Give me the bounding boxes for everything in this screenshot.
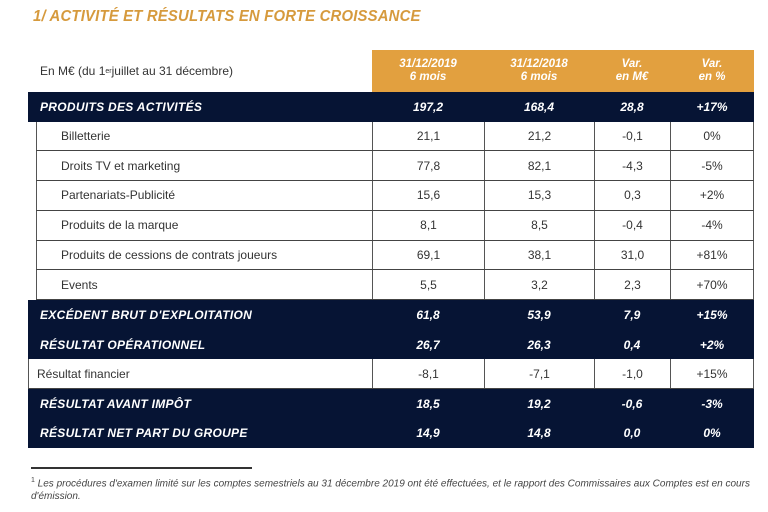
value-2019: 18,5: [416, 396, 440, 411]
section-title: 1/ ACTIVITÉ ET RÉSULTATS EN FORTE CROISS…: [33, 8, 421, 25]
value-2019: 77,8: [372, 151, 484, 181]
value-var-meur: 0,0: [623, 426, 641, 441]
value-var-pct: +2%: [670, 181, 754, 210]
value-var-pct: +70%: [670, 270, 754, 300]
value-2019: 8,1: [372, 210, 484, 240]
results-table: En M€ (du 1 er juillet au 31 décembre) 31…: [28, 50, 754, 449]
value-2018: 19,2: [527, 396, 551, 411]
row-label: Billetterie: [36, 121, 372, 151]
row-label: PRODUITS DES ACTIVITÉS: [40, 99, 203, 114]
value-2018: 53,9: [527, 308, 551, 323]
footnote-text: Les procédures d'examen limité sur les c…: [31, 478, 750, 503]
row-label: RÉSULTAT NET PART DU GROUPE: [40, 426, 248, 441]
value-2019: 69,1: [372, 240, 484, 270]
row-label: Partenariats-Publicité: [36, 181, 372, 210]
value-2019: 14,9: [416, 426, 440, 441]
value-var-pct: 0%: [670, 121, 754, 151]
table-row: RÉSULTAT NET PART DU GROUPE 14,9 14,8 0,0 0%: [28, 418, 754, 449]
column-header-line: 6 mois: [409, 71, 447, 83]
value-var-meur: 2,3: [594, 270, 670, 300]
value-2019: 15,6: [372, 181, 484, 210]
value-2018: 26,3: [527, 337, 551, 352]
value-2019: 26,7: [416, 337, 440, 352]
table-row: PRODUITS DES ACTIVITÉS 197,2 168,4 28,8 +17%: [28, 92, 754, 122]
value-var-meur: -1,0: [594, 359, 670, 389]
unit-label-sup: er: [105, 67, 112, 75]
footnote-divider: [31, 467, 252, 469]
value-2019: -8,1: [372, 359, 484, 389]
table-row: Events 5,5 3,2 2,3 +70%: [36, 270, 754, 301]
table-row: Produits de cessions de contrats joueurs…: [36, 240, 754, 271]
value-var-pct: +2%: [699, 337, 725, 352]
unit-label: En M€ (du 1 er juillet au 31 décembre): [28, 50, 372, 92]
value-var-meur: -0,6: [621, 396, 643, 411]
footnote-marker: 1: [31, 477, 35, 484]
row-label: Droits TV et marketing: [36, 151, 372, 181]
value-2018: 15,3: [484, 181, 594, 210]
column-header-2018: 31/12/2018 6 mois: [484, 50, 594, 92]
value-2019: 5,5: [372, 270, 484, 300]
value-var-pct: -4%: [670, 210, 754, 240]
value-var-pct: +15%: [670, 359, 754, 389]
value-2018: 8,5: [484, 210, 594, 240]
column-header-var-pct: Var. en %: [670, 50, 754, 92]
value-var-meur: -4,3: [594, 151, 670, 181]
value-2018: 3,2: [484, 270, 594, 300]
value-var-meur: 28,8: [620, 99, 644, 114]
value-2019: 21,1: [372, 121, 484, 151]
value-var-meur: -0,4: [594, 210, 670, 240]
value-2018: 168,4: [523, 99, 555, 114]
table-row: Billetterie 21,1 21,2 -0,1 0%: [36, 121, 754, 152]
table-row: Résultat financier -8,1 -7,1 -1,0 +15%: [28, 359, 754, 390]
value-2018: 38,1: [484, 240, 594, 270]
row-label: EXCÉDENT BRUT D'EXPLOITATION: [40, 308, 253, 323]
value-2018: 21,2: [484, 121, 594, 151]
column-header-var-meur: Var. en M€: [594, 50, 670, 92]
value-2018: 82,1: [484, 151, 594, 181]
row-label: Events: [36, 270, 372, 300]
value-var-meur: 0,3: [594, 181, 670, 210]
table-body: PRODUITS DES ACTIVITÉS 197,2 168,4 28,8 +17%…: [28, 92, 754, 449]
row-label: Produits de la marque: [36, 210, 372, 240]
value-var-pct: +81%: [670, 240, 754, 270]
value-var-pct: -5%: [670, 151, 754, 181]
value-var-pct: +17%: [696, 99, 728, 114]
unit-label-text: En M€ (du 1: [40, 64, 106, 78]
column-header-line: Var.: [701, 58, 723, 70]
footnote: 1 Les procédures d'examen limité sur les…: [31, 474, 761, 503]
value-var-meur: 7,9: [623, 308, 641, 323]
value-var-pct: 0%: [703, 426, 721, 441]
table-row: Droits TV et marketing 77,8 82,1 -4,3 -5%: [36, 151, 754, 182]
value-var-meur: 31,0: [594, 240, 670, 270]
table-row: RÉSULTAT AVANT IMPÔT 18,5 19,2 -0,6 -3%: [28, 389, 754, 419]
value-2018: -7,1: [484, 359, 594, 389]
value-2019: 197,2: [412, 99, 444, 114]
column-header-line: 6 mois: [520, 71, 558, 83]
value-var-pct: -3%: [701, 396, 723, 411]
table-row: RÉSULTAT OPÉRATIONNEL 26,7 26,3 0,4 +2%: [28, 329, 754, 360]
value-2019: 61,8: [416, 308, 440, 323]
row-label: Résultat financier: [28, 359, 372, 389]
table-row: Partenariats-Publicité 15,6 15,3 0,3 +2%: [36, 181, 754, 211]
value-var-meur: -0,1: [594, 121, 670, 151]
row-label: RÉSULTAT OPÉRATIONNEL: [40, 337, 206, 352]
value-2018: 14,8: [527, 426, 551, 441]
row-label: RÉSULTAT AVANT IMPÔT: [40, 396, 192, 411]
table-row: Produits de la marque 8,1 8,5 -0,4 -4%: [36, 210, 754, 241]
table-header-row: En M€ (du 1 er juillet au 31 décembre) 31…: [28, 50, 754, 92]
row-label: Produits de cessions de contrats joueurs: [36, 240, 372, 270]
value-var-meur: 0,4: [623, 337, 641, 352]
column-header-line: en %: [698, 71, 726, 83]
column-header-line: Var.: [621, 58, 643, 70]
column-header-line: en M€: [615, 71, 649, 83]
value-var-pct: +15%: [696, 308, 728, 323]
table-row: EXCÉDENT BRUT D'EXPLOITATION 61,8 53,9 7,9 +…: [28, 300, 754, 330]
column-header-line: 31/12/2018: [510, 58, 568, 70]
column-header-2019: 31/12/2019 6 mois: [372, 50, 484, 92]
unit-label-text-2: juillet au 31 décembre): [111, 64, 234, 78]
column-header-line: 31/12/2019: [399, 58, 457, 70]
